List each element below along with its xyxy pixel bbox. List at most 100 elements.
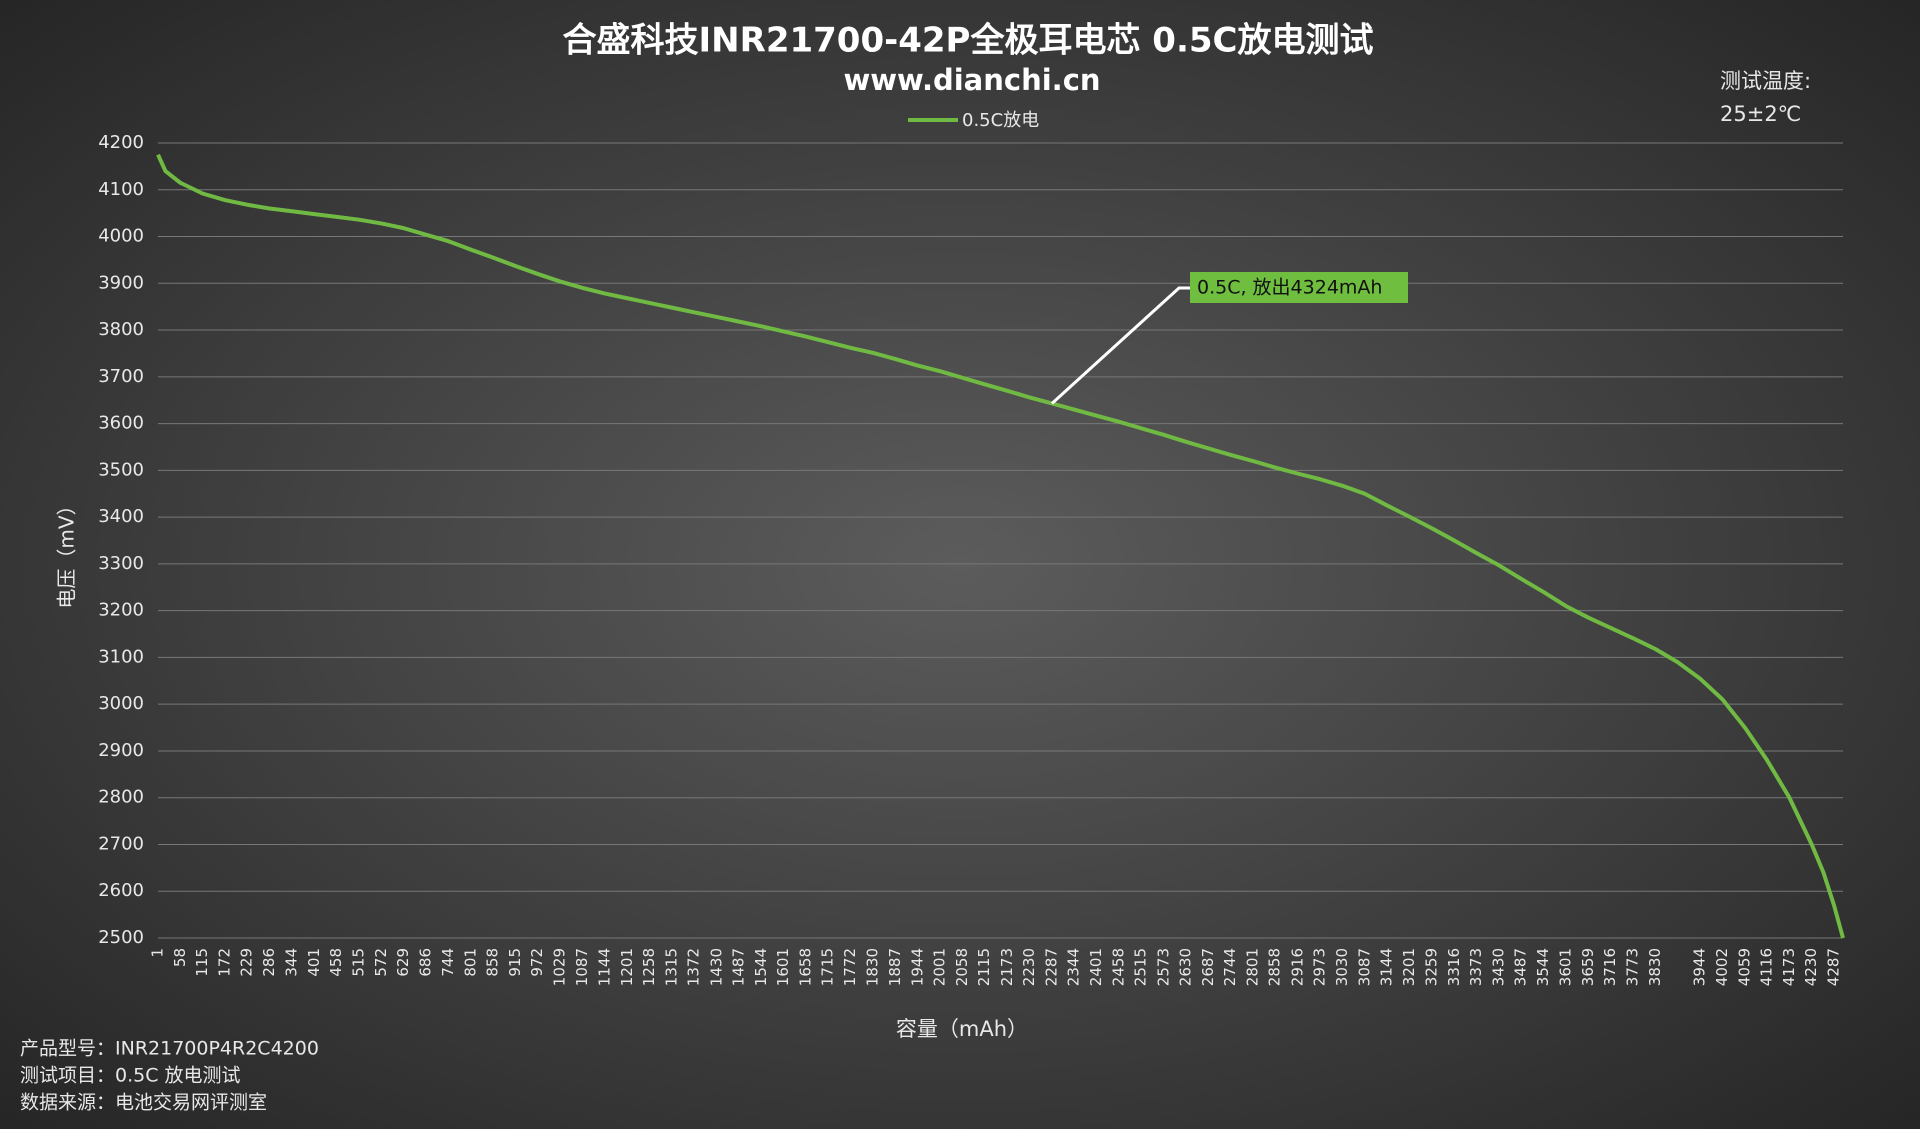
x-tick-label: 4116 — [1758, 948, 1776, 986]
y-tick-label: 2700 — [98, 833, 144, 854]
y-tick-label: 3000 — [98, 693, 144, 714]
x-tick-label: 2058 — [953, 948, 971, 986]
x-tick-label: 286 — [260, 948, 278, 977]
footer-line: 产品型号：INR21700P4R2C4200 — [20, 1038, 319, 1060]
x-tick-label: 2344 — [1065, 948, 1083, 986]
x-tick-label: 801 — [461, 948, 479, 977]
x-tick-label: 3087 — [1355, 948, 1373, 986]
annotation-leader — [1050, 286, 1190, 405]
x-tick-label: 2801 — [1243, 948, 1261, 986]
x-tick-label: 2287 — [1042, 948, 1060, 986]
x-tick-label: 1658 — [796, 948, 814, 986]
y-tick-label: 3700 — [98, 366, 144, 387]
x-tick-label: 3601 — [1556, 948, 1574, 986]
x-tick-label: 2001 — [931, 948, 949, 986]
y-tick-label: 4200 — [98, 132, 144, 153]
y-tick-label: 2500 — [98, 927, 144, 948]
x-tick-label: 2916 — [1288, 948, 1306, 986]
annotation-label: 0.5C, 放出4324mAh — [1197, 277, 1382, 299]
x-tick-label: 1772 — [841, 948, 859, 986]
x-tick-label: 115 — [193, 948, 211, 977]
y-tick-label: 3800 — [98, 319, 144, 340]
x-tick-label: 4002 — [1713, 948, 1731, 986]
x-tick-label: 3487 — [1512, 948, 1530, 986]
x-tick-label: 3830 — [1646, 948, 1664, 986]
y-tick-label: 3300 — [98, 553, 144, 574]
y-tick-label: 3600 — [98, 413, 144, 434]
x-tick-label: 4287 — [1825, 948, 1843, 986]
y-tick-label: 3200 — [98, 600, 144, 621]
x-tick-label: 3259 — [1423, 948, 1441, 986]
x-tick-label: 401 — [305, 948, 323, 977]
y-tick-label: 4000 — [98, 226, 144, 247]
x-tick-label: 1487 — [730, 948, 748, 986]
x-tick-label: 2458 — [1109, 948, 1127, 986]
y-axis-title: 电压（mV） — [55, 495, 79, 608]
chart-subtitle: www.dianchi.cn — [843, 63, 1100, 97]
x-tick-label: 3544 — [1534, 948, 1552, 986]
y-tick-label: 3500 — [98, 459, 144, 480]
x-tick-label: 2858 — [1266, 948, 1284, 986]
x-tick-label: 2173 — [998, 948, 1016, 986]
y-tick-label: 3100 — [98, 646, 144, 667]
note-value: 25±2℃ — [1720, 102, 1801, 126]
chart-title: 合盛科技INR21700-42P全极耳电芯 0.5C放电测试 — [563, 21, 1374, 61]
x-tick-label: 3201 — [1400, 948, 1418, 986]
x-tick-label: 4173 — [1780, 948, 1798, 986]
x-axis-title: 容量（mAh） — [896, 1017, 1028, 1041]
x-tick-label: 3659 — [1579, 948, 1597, 986]
x-tick-label: 3773 — [1624, 948, 1642, 986]
x-tick-label: 458 — [327, 948, 345, 977]
footer-line: 数据来源：电池交易网评测室 — [20, 1092, 267, 1114]
x-tick-label: 1201 — [618, 948, 636, 986]
y-tick-label: 4100 — [98, 179, 144, 200]
x-tick-label: 1944 — [908, 948, 926, 986]
x-tick-label: 58 — [171, 948, 189, 967]
annotation-box — [1190, 272, 1408, 303]
x-tick-label: 572 — [372, 948, 390, 977]
x-tick-label: 1601 — [774, 948, 792, 986]
x-tick-label: 744 — [439, 948, 457, 977]
x-tick-label: 1544 — [752, 948, 770, 986]
x-tick-label: 1087 — [573, 948, 591, 986]
x-tick-label: 3373 — [1467, 948, 1485, 986]
x-tick-label: 1144 — [595, 948, 613, 986]
y-tick-label: 3400 — [98, 506, 144, 527]
x-tick-label: 686 — [416, 948, 434, 977]
y-tick-label: 3900 — [98, 272, 144, 293]
x-tick-label: 2401 — [1087, 948, 1105, 986]
x-tick-label: 1830 — [864, 948, 882, 986]
x-tick-label: 972 — [528, 948, 546, 977]
x-tick-label: 1029 — [550, 948, 568, 986]
footer-line: 测试项目：0.5C 放电测试 — [20, 1065, 241, 1087]
x-tick-label: 1715 — [819, 948, 837, 986]
y-tick-label: 2800 — [98, 787, 144, 808]
x-tick-label: 3944 — [1690, 948, 1708, 986]
x-tick-label: 4230 — [1802, 948, 1820, 986]
legend-label: 0.5C放电 — [962, 110, 1039, 131]
x-tick-label: 1258 — [640, 948, 658, 986]
x-tick-label: 2973 — [1311, 948, 1329, 986]
x-tick-label: 3430 — [1489, 948, 1507, 986]
x-tick-label: 1315 — [662, 948, 680, 986]
x-tick-label: 1887 — [886, 948, 904, 986]
x-tick-label: 3144 — [1378, 948, 1396, 986]
x-tick-label: 4059 — [1735, 948, 1753, 986]
x-tick-label: 2230 — [1020, 948, 1038, 986]
y-tick-label: 2600 — [98, 880, 144, 901]
x-tick-label: 3030 — [1333, 948, 1351, 986]
note-title: 测试温度: — [1720, 69, 1811, 93]
x-tick-label: 2630 — [1177, 948, 1195, 986]
x-tick-label: 3716 — [1601, 948, 1619, 986]
x-tick-label: 1 — [149, 948, 167, 958]
x-tick-label: 858 — [484, 948, 502, 977]
data-line — [156, 153, 1845, 939]
x-tick-label: 629 — [394, 948, 412, 977]
x-tick-label: 3316 — [1445, 948, 1463, 986]
y-tick-label: 2900 — [98, 740, 144, 761]
x-tick-label: 915 — [506, 948, 524, 977]
x-tick-label: 344 — [283, 948, 301, 977]
x-tick-label: 2573 — [1154, 948, 1172, 986]
